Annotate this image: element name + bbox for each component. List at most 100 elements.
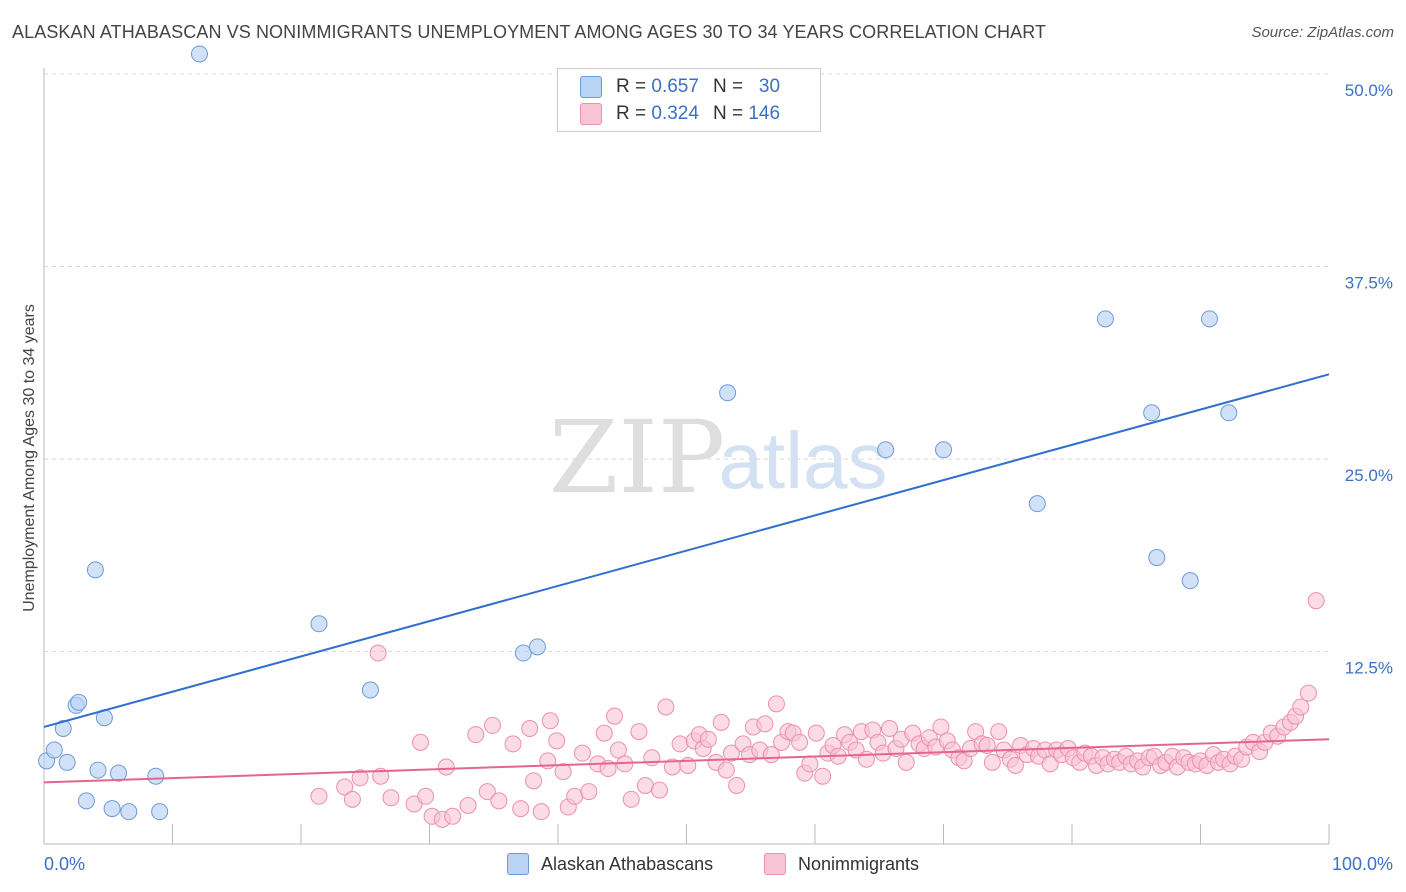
- nonimmigrants-point: [881, 720, 899, 737]
- alaskan-athabascans-point: [1096, 310, 1114, 328]
- x-tick-label: 100.0%: [1332, 854, 1393, 874]
- legend-n-label: N =: [712, 76, 744, 97]
- nonimmigrants-point: [310, 787, 328, 805]
- nonimmigrants-point: [807, 724, 825, 742]
- nonimmigrants-point: [756, 715, 774, 733]
- chart-title: ALASKAN ATHABASCAN VS NONIMMIGRANTS UNEM…: [12, 22, 1047, 42]
- nonimmigrants-point: [1292, 698, 1310, 716]
- nonimmigrants-point: [478, 783, 496, 801]
- y-tick-label: 12.5%: [1345, 659, 1393, 678]
- nonimmigrants-point: [606, 707, 624, 725]
- alaskan-athabascans-point: [103, 800, 121, 818]
- nonimmigrants-point: [932, 718, 950, 736]
- nonimmigrants-point: [459, 797, 477, 814]
- nonimmigrants-point: [1299, 684, 1317, 702]
- alaskan-athabascans-point: [45, 741, 63, 759]
- nonimmigrants-point: [525, 772, 543, 790]
- alaskan-athabascans-point: [86, 561, 104, 579]
- nonimmigrants-point: [791, 733, 809, 751]
- legend-r-label: R =: [616, 103, 647, 124]
- nonimmigrants-point: [372, 767, 390, 785]
- nonimmigrants-point: [1006, 756, 1024, 774]
- alaskan-athabascans-point: [54, 720, 72, 737]
- nonimmigrants-point: [671, 735, 689, 753]
- alaskan-athabascans-point: [361, 681, 379, 699]
- nonimmigrants-point: [722, 744, 740, 762]
- tick-labels: 12.5% 25.0% 37.5% 50.0% 0.0% 100.0%: [44, 81, 1393, 874]
- nonimmigrants-point: [512, 800, 530, 818]
- nonimmigrants-point: [651, 781, 669, 799]
- alaskan-athabascans-point: [77, 792, 95, 810]
- alaskan-athabascans-point: [120, 803, 138, 821]
- alaskan-athabascans-point: [1200, 310, 1218, 328]
- bottom-legend-swatch-blue: [507, 853, 529, 875]
- nonimmigrants-point: [717, 761, 735, 779]
- alaskan-athabascans-point: [1028, 495, 1046, 513]
- nonimmigrants-point: [609, 741, 627, 759]
- alaskan-athabascans-point: [70, 693, 88, 711]
- nonimmigrants-point: [978, 736, 996, 754]
- legend-swatch-pink: [580, 103, 602, 125]
- alaskan-athabascans-point: [1148, 549, 1166, 567]
- alaskan-athabascans-points: [38, 45, 1238, 821]
- nonimmigrants-point: [801, 755, 819, 773]
- nonimmigrants-point: [541, 712, 559, 730]
- nonimmigrants-point: [1041, 755, 1059, 773]
- alaskan-athabascans-point: [935, 441, 952, 459]
- alaskan-athabascans-point: [151, 803, 169, 821]
- y-tick-label: 37.5%: [1345, 274, 1393, 293]
- nonimmigrants-point: [728, 776, 746, 794]
- source-label: Source: ZipAtlas.com: [1251, 24, 1394, 41]
- legend-swatch-blue: [580, 76, 602, 98]
- nonimmigrants-point: [437, 758, 455, 776]
- axes: [43, 68, 1330, 845]
- alaskan-athabascans-point: [310, 615, 328, 633]
- alaskan-athabascans-point: [877, 441, 895, 459]
- legend-row-alaskan-athabascans: R = 0.657 N = 30: [580, 75, 780, 99]
- nonimmigrants-point: [657, 698, 675, 716]
- nonimmigrants-point: [369, 644, 387, 662]
- legend-r-value: 0.324: [651, 103, 699, 124]
- y-tick-label: 50.0%: [1345, 81, 1393, 100]
- nonimmigrants-point: [521, 720, 539, 737]
- legend-row-nonimmigrants: R = 0.324 N = 146: [580, 102, 780, 126]
- nonimmigrants-point: [983, 753, 1001, 771]
- alaskan-athabascans-point: [89, 761, 107, 779]
- legend-r-value: 0.657: [651, 76, 699, 97]
- alaskan-athabascans-point: [719, 384, 737, 402]
- nonimmigrants-point: [814, 767, 832, 785]
- nonimmigrants-point: [417, 787, 435, 805]
- nonimmigrants-point: [595, 724, 613, 742]
- alaskan-athabascans-point: [58, 753, 76, 771]
- nonimmigrants-point: [990, 723, 1008, 741]
- alaskan-athabascans-point: [514, 644, 532, 662]
- nonimmigrants-point: [1307, 592, 1325, 610]
- legend-n-value: 146: [748, 103, 781, 124]
- watermark-atlas: atlas: [719, 416, 888, 505]
- alaskan-athabascans-trendline: [43, 373, 1330, 728]
- gridlines: [44, 73, 1329, 652]
- nonimmigrants-point: [504, 735, 522, 753]
- y-tick-label: 25.0%: [1345, 466, 1393, 485]
- alaskan-athabascans-point: [190, 45, 208, 63]
- nonimmigrants-trendline: [43, 738, 1330, 784]
- nonimmigrants-point: [467, 726, 485, 744]
- nonimmigrants-point: [412, 733, 430, 751]
- alaskan-athabascans-point: [110, 764, 128, 782]
- alaskan-athabascans-point: [528, 638, 546, 656]
- watermark-zip: ZIP: [549, 399, 725, 516]
- nonimmigrants-point: [336, 778, 354, 796]
- nonimmigrants-point: [580, 783, 598, 801]
- nonimmigrants-point: [548, 732, 566, 750]
- bottom-legend-swatch-pink: [764, 853, 786, 875]
- x-tick-label: 0.0%: [44, 854, 85, 874]
- nonimmigrants-point: [351, 769, 369, 787]
- alaskan-athabascans-point: [1143, 404, 1161, 422]
- legend-n-value: 30: [758, 76, 781, 97]
- trendlines: [43, 373, 1330, 784]
- bottom-legend-alaskan-athabascans: Alaskan Athabascans: [507, 851, 713, 877]
- nonimmigrants-point: [483, 716, 501, 734]
- nonimmigrants-point: [490, 792, 508, 810]
- nonimmigrants-point: [566, 787, 584, 805]
